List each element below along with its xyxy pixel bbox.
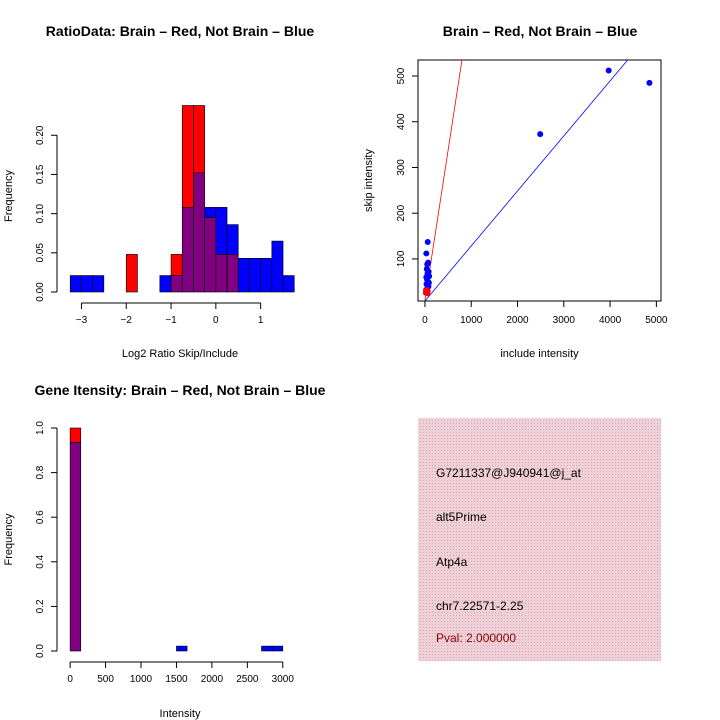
overlap-bar xyxy=(193,172,205,293)
x-tick-label: −2 xyxy=(121,315,133,326)
y-tick-label: 0.0 xyxy=(35,644,46,658)
not-brain-bar xyxy=(260,258,273,293)
x-tick-label: −3 xyxy=(76,315,88,326)
info-panel: G7211337@J940941@j_at alt5Prime Atp4a ch… xyxy=(418,418,661,661)
x-tick-label: 3000 xyxy=(553,315,576,326)
y-axis-label: skip intensity xyxy=(363,149,375,212)
info-panel-background xyxy=(418,418,661,661)
brain-bar xyxy=(125,254,138,293)
not-brain-point xyxy=(537,131,544,138)
chart-1: −3 −2 −1 0 1 0.00 0.05 0.10 0.15 0.20 RatioData: B… xyxy=(3,23,314,360)
x-tick-label: 0 xyxy=(213,315,219,326)
x-tick-label: 1000 xyxy=(130,674,153,685)
y-tick-label: 500 xyxy=(396,67,407,84)
event-type: alt5Prime xyxy=(436,510,487,524)
x-tick-label: 1 xyxy=(258,315,264,326)
x-tick-label: −1 xyxy=(165,315,177,326)
not-brain-bar xyxy=(249,258,261,293)
y-tick-label: 100 xyxy=(396,250,407,267)
not-brain-point xyxy=(424,239,431,246)
not-brain-bar xyxy=(271,645,284,652)
not-brain-bar xyxy=(81,275,93,293)
pval-label: Pval: 2.000000 xyxy=(436,631,516,645)
y-tick-label: 0.15 xyxy=(35,164,46,184)
y-tick-label: 0.00 xyxy=(35,282,46,302)
scatter-area xyxy=(422,60,653,301)
x-tick-label: 1500 xyxy=(165,674,188,685)
x-tick-label: 500 xyxy=(97,674,114,685)
not-brain-bar xyxy=(215,207,228,255)
not-brain-fit-line xyxy=(424,60,628,301)
overlap-bar xyxy=(204,217,217,293)
x-tick-label: 3000 xyxy=(272,674,295,685)
x-tick-label: 2500 xyxy=(236,674,259,685)
gene-name: Atp4a xyxy=(436,555,468,569)
not-brain-point xyxy=(646,79,653,86)
not-brain-bar xyxy=(204,207,217,218)
not-brain-bar xyxy=(159,275,172,293)
not-brain-bar xyxy=(271,240,284,293)
chart-2: 0 1000 2000 3000 4000 5000 100 200 300 400 500 Brai… xyxy=(363,23,668,360)
overlap-bar xyxy=(181,207,194,293)
chart-title: RatioData: Brain – Red, Not Brain – Blue xyxy=(46,23,315,39)
brain-bar xyxy=(193,105,205,174)
overlap-bar xyxy=(215,254,228,293)
brain-bar xyxy=(69,427,82,443)
not-brain-point xyxy=(425,259,432,266)
brain-bar xyxy=(181,105,194,208)
chart-3: 0 500 1000 1500 2000 2500 3000 0.0 0.2 0.4 0.6 0.8 1… xyxy=(3,382,326,720)
plot-box xyxy=(417,59,662,302)
y-tick-label: 0.10 xyxy=(35,203,46,223)
y-tick-label: 1.0 xyxy=(35,421,46,435)
probe-id: G7211337@J940941@j_at xyxy=(436,466,582,480)
x-tick-label: 5000 xyxy=(645,315,668,326)
not-brain-point xyxy=(424,282,431,289)
brain-fit-line xyxy=(424,60,463,301)
y-axis-label: Frequency xyxy=(3,513,15,565)
chart-title: Gene Itensity: Brain – Red, Not Brain – … xyxy=(35,382,326,398)
y-tick-label: 0.05 xyxy=(35,243,46,263)
x-tick-label: 2000 xyxy=(506,315,529,326)
x-tick-label: 0 xyxy=(67,674,73,685)
y-tick-label: 300 xyxy=(396,159,407,176)
x-axis-label: Log2 Ratio Skip/Include xyxy=(122,348,238,360)
y-tick-label: 200 xyxy=(396,204,407,221)
y-tick-label: 0.2 xyxy=(35,599,46,613)
y-tick-label: 0.6 xyxy=(35,510,46,524)
x-tick-label: 2000 xyxy=(201,674,224,685)
not-brain-bar xyxy=(261,645,273,652)
not-brain-bar xyxy=(237,258,250,293)
y-axis-label: Frequency xyxy=(3,170,15,222)
not-brain-bar xyxy=(282,275,295,293)
x-tick-label: 1000 xyxy=(460,315,483,326)
y-tick-label: 400 xyxy=(396,113,407,130)
y-tick-label: 0.4 xyxy=(35,554,46,568)
overlap-bar xyxy=(69,442,82,652)
not-brain-bar xyxy=(92,275,105,293)
not-brain-bar xyxy=(226,224,239,255)
brain-bar xyxy=(170,254,183,276)
overlap-bar xyxy=(226,254,239,293)
overlap-bar xyxy=(170,275,183,293)
not-brain-point xyxy=(605,67,612,74)
not-brain-bar xyxy=(69,275,82,293)
x-tick-label: 4000 xyxy=(599,315,622,326)
x-tick-label: 0 xyxy=(422,315,428,326)
x-axis-label: include intensity xyxy=(500,348,579,360)
y-tick-label: 0.20 xyxy=(35,125,46,145)
x-axis-label: Intensity xyxy=(160,708,201,720)
chart-title: Brain – Red, Not Brain – Blue xyxy=(443,23,638,39)
gene-location: chr7.22571-2.25 xyxy=(436,599,524,613)
not-brain-point xyxy=(423,250,430,257)
brain-point xyxy=(422,289,429,296)
y-tick-label: 0.8 xyxy=(35,465,46,479)
not-brain-bar xyxy=(176,645,188,652)
